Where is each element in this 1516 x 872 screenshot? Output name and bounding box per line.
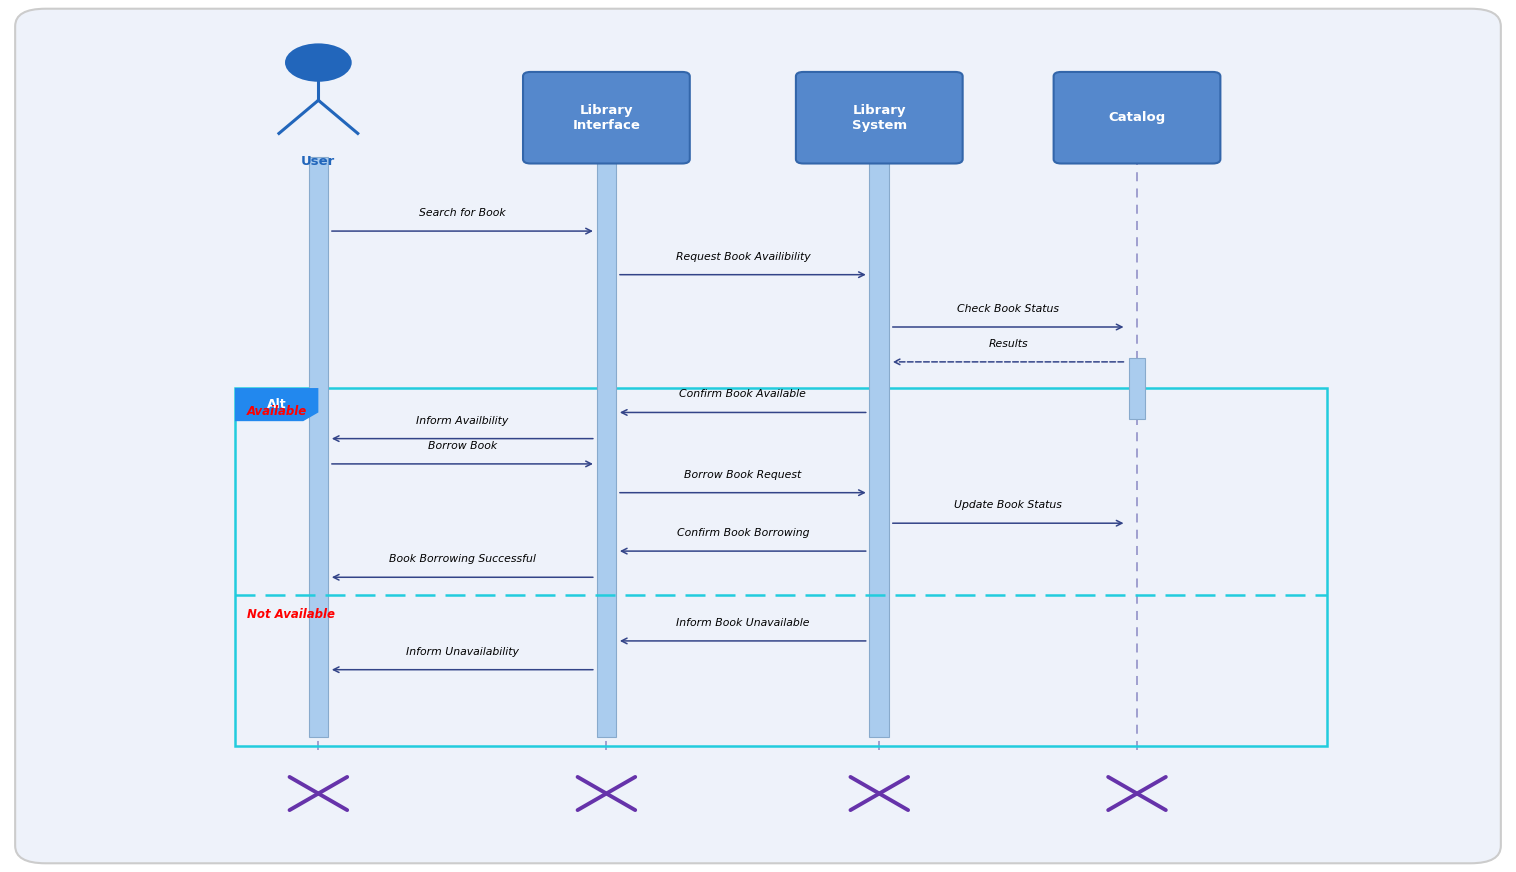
Text: Borrow Book Request: Borrow Book Request: [684, 470, 802, 480]
Text: User: User: [302, 155, 335, 168]
Text: Request Book Availibility: Request Book Availibility: [676, 252, 810, 262]
Text: Available: Available: [247, 405, 308, 419]
Bar: [870, 157, 888, 737]
Text: Catalog: Catalog: [1108, 112, 1166, 124]
FancyBboxPatch shape: [1054, 72, 1220, 164]
Text: Inform Availbility: Inform Availbility: [417, 416, 508, 426]
Text: Not Available: Not Available: [247, 608, 335, 621]
Text: Check Book Status: Check Book Status: [957, 304, 1060, 314]
Text: Results: Results: [988, 339, 1028, 349]
FancyBboxPatch shape: [15, 9, 1501, 863]
Bar: [597, 157, 615, 737]
Text: Search for Book: Search for Book: [418, 208, 506, 218]
Text: Library
Interface: Library Interface: [573, 104, 640, 132]
Text: Alt: Alt: [267, 399, 287, 411]
Text: Inform Book Unavailable: Inform Book Unavailable: [676, 618, 810, 628]
Text: Confirm Book Available: Confirm Book Available: [679, 390, 807, 399]
FancyBboxPatch shape: [796, 72, 963, 164]
Text: Borrow Book: Borrow Book: [428, 441, 497, 451]
Bar: [235, 388, 1326, 746]
Circle shape: [285, 44, 352, 82]
Text: Inform Unavailability: Inform Unavailability: [406, 647, 518, 657]
Text: Book Borrowing Successful: Book Borrowing Successful: [390, 555, 535, 564]
Text: Library
System: Library System: [852, 104, 907, 132]
FancyBboxPatch shape: [523, 72, 690, 164]
Text: Update Book Status: Update Book Status: [954, 501, 1063, 510]
Text: Confirm Book Borrowing: Confirm Book Borrowing: [676, 528, 810, 538]
Bar: [309, 157, 327, 737]
Bar: [1128, 358, 1146, 419]
Polygon shape: [235, 388, 318, 421]
